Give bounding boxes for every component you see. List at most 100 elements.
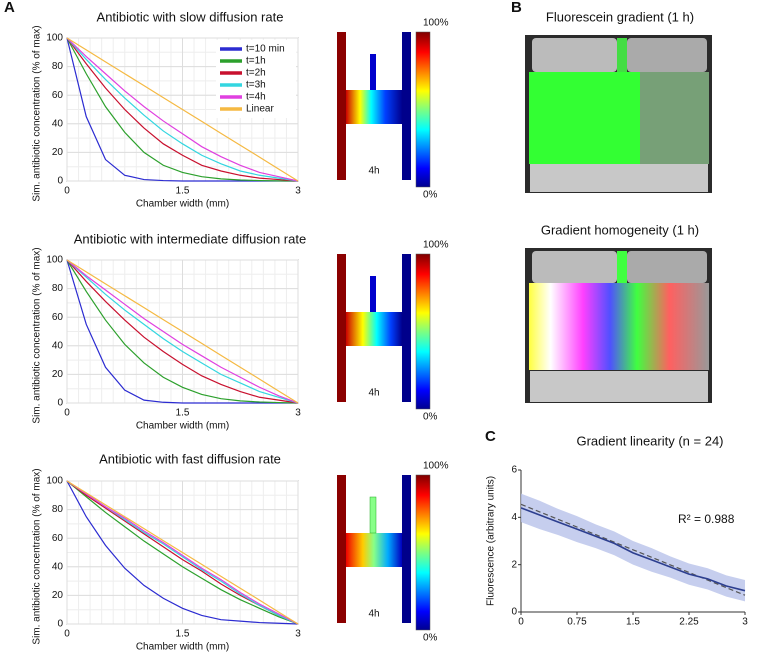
y-tick-label: 0 xyxy=(511,607,517,618)
y-axis-label: Fluorescence (arbitrary units) xyxy=(486,476,497,606)
chart-title: Antibiotic with fast diffusion rate xyxy=(99,451,281,466)
colorbar-label: 100% xyxy=(423,240,449,251)
inset-label: 4h xyxy=(368,166,379,177)
y-tick-label: 40 xyxy=(52,340,64,351)
colorbar-label: 0% xyxy=(423,633,438,644)
image-title: Fluorescein gradient (1 h) xyxy=(546,9,694,24)
fit-line xyxy=(520,503,746,596)
inset-channel xyxy=(346,90,402,124)
inset-reservoir xyxy=(402,475,411,623)
legend-label: t=4h xyxy=(246,92,266,103)
inset-side-channel xyxy=(370,276,376,312)
inset-channel xyxy=(346,533,402,567)
x-axis-label: Chamber width (mm) xyxy=(136,642,229,653)
x-tick-label: 2.25 xyxy=(679,617,699,628)
series-line xyxy=(66,480,299,625)
colorbar-label: 100% xyxy=(423,18,449,29)
series-line xyxy=(66,37,299,182)
inset-side-channel xyxy=(370,54,376,90)
x-tick-label: 3 xyxy=(742,617,748,628)
inset-side-channel xyxy=(369,496,377,534)
colorbar-label: 100% xyxy=(423,461,449,472)
series-line xyxy=(66,480,299,625)
series-line xyxy=(66,259,299,404)
legend-label: Linear xyxy=(246,104,274,115)
y-tick-label: 60 xyxy=(52,533,64,544)
y-tick-label: 60 xyxy=(52,90,64,101)
x-tick-label: 0.75 xyxy=(567,617,587,628)
microscopy-image xyxy=(525,35,712,193)
y-tick-label: 20 xyxy=(52,147,64,158)
chart-title: Gradient linearity (n = 24) xyxy=(576,433,723,448)
y-tick-label: 2 xyxy=(511,559,517,570)
series-line xyxy=(66,37,299,182)
y-tick-label: 40 xyxy=(52,561,64,572)
y-tick-label: 6 xyxy=(511,465,517,476)
x-tick-label: 3 xyxy=(295,186,301,197)
y-tick-label: 20 xyxy=(52,590,64,601)
chart-title: Antibiotic with intermediate diffusion r… xyxy=(74,231,306,246)
x-tick-label: 3 xyxy=(295,408,301,419)
colorbar-label: 0% xyxy=(423,190,438,201)
inset-channel xyxy=(346,312,402,346)
series-line xyxy=(66,37,299,182)
x-axis-label: Chamber width (mm) xyxy=(136,199,229,210)
y-tick-label: 0 xyxy=(57,176,63,187)
annotation: R² = 0.988 xyxy=(678,512,735,526)
panel-label: A xyxy=(4,0,15,16)
x-tick-label: 0 xyxy=(64,186,70,197)
panel-label: B xyxy=(511,0,522,16)
y-tick-label: 0 xyxy=(57,619,63,630)
series-line xyxy=(66,259,299,404)
series-line xyxy=(66,259,299,404)
y-tick-label: 100 xyxy=(46,33,63,44)
y-tick-label: 80 xyxy=(52,283,64,294)
inset-reservoir xyxy=(337,32,346,180)
inset-label: 4h xyxy=(368,388,379,399)
legend-box xyxy=(216,40,296,118)
series-line xyxy=(66,259,299,404)
series-line xyxy=(66,480,299,625)
mean-line xyxy=(520,507,746,592)
x-tick-label: 0 xyxy=(64,408,70,419)
x-tick-label: 1.5 xyxy=(626,617,640,628)
inset-label: 4h xyxy=(368,609,379,620)
panel-label: C xyxy=(485,428,496,445)
microscopy-image xyxy=(525,248,712,403)
series-line xyxy=(66,259,298,404)
y-axis-label: Sim. antibiotic concentration (% of max) xyxy=(32,25,43,201)
legend-label: t=1h xyxy=(246,56,266,67)
legend-label: t=10 min xyxy=(246,44,285,55)
x-axis-label: Chamber width (mm) xyxy=(136,421,229,432)
y-tick-label: 4 xyxy=(511,512,517,523)
chart-title: Antibiotic with slow diffusion rate xyxy=(97,9,284,24)
inset-reservoir xyxy=(337,254,346,402)
colorbar xyxy=(415,474,431,631)
y-axis-label: Sim. antibiotic concentration (% of max) xyxy=(32,247,43,423)
x-tick-label: 1.5 xyxy=(176,186,190,197)
x-tick-label: 0 xyxy=(64,629,70,640)
series-line xyxy=(66,37,299,182)
x-tick-label: 0 xyxy=(518,617,524,628)
inset-reservoir xyxy=(402,254,411,402)
colorbar xyxy=(415,253,431,410)
x-tick-label: 3 xyxy=(295,629,301,640)
y-tick-label: 40 xyxy=(52,118,64,129)
x-tick-label: 1.5 xyxy=(176,408,190,419)
y-tick-label: 100 xyxy=(46,255,63,266)
y-tick-label: 80 xyxy=(52,504,64,515)
y-tick-label: 100 xyxy=(46,476,63,487)
y-tick-label: 0 xyxy=(57,398,63,409)
colorbar-label: 0% xyxy=(423,412,438,423)
y-tick-label: 20 xyxy=(52,369,64,380)
y-tick-label: 60 xyxy=(52,312,64,323)
series-line xyxy=(66,37,299,182)
series-line xyxy=(66,480,299,625)
legend-label: t=3h xyxy=(246,80,266,91)
legend-label: t=2h xyxy=(246,68,266,79)
x-tick-label: 1.5 xyxy=(176,629,190,640)
colorbar xyxy=(415,31,431,188)
series-line xyxy=(66,259,299,404)
y-axis-label: Sim. antibiotic concentration (% of max) xyxy=(32,468,43,644)
